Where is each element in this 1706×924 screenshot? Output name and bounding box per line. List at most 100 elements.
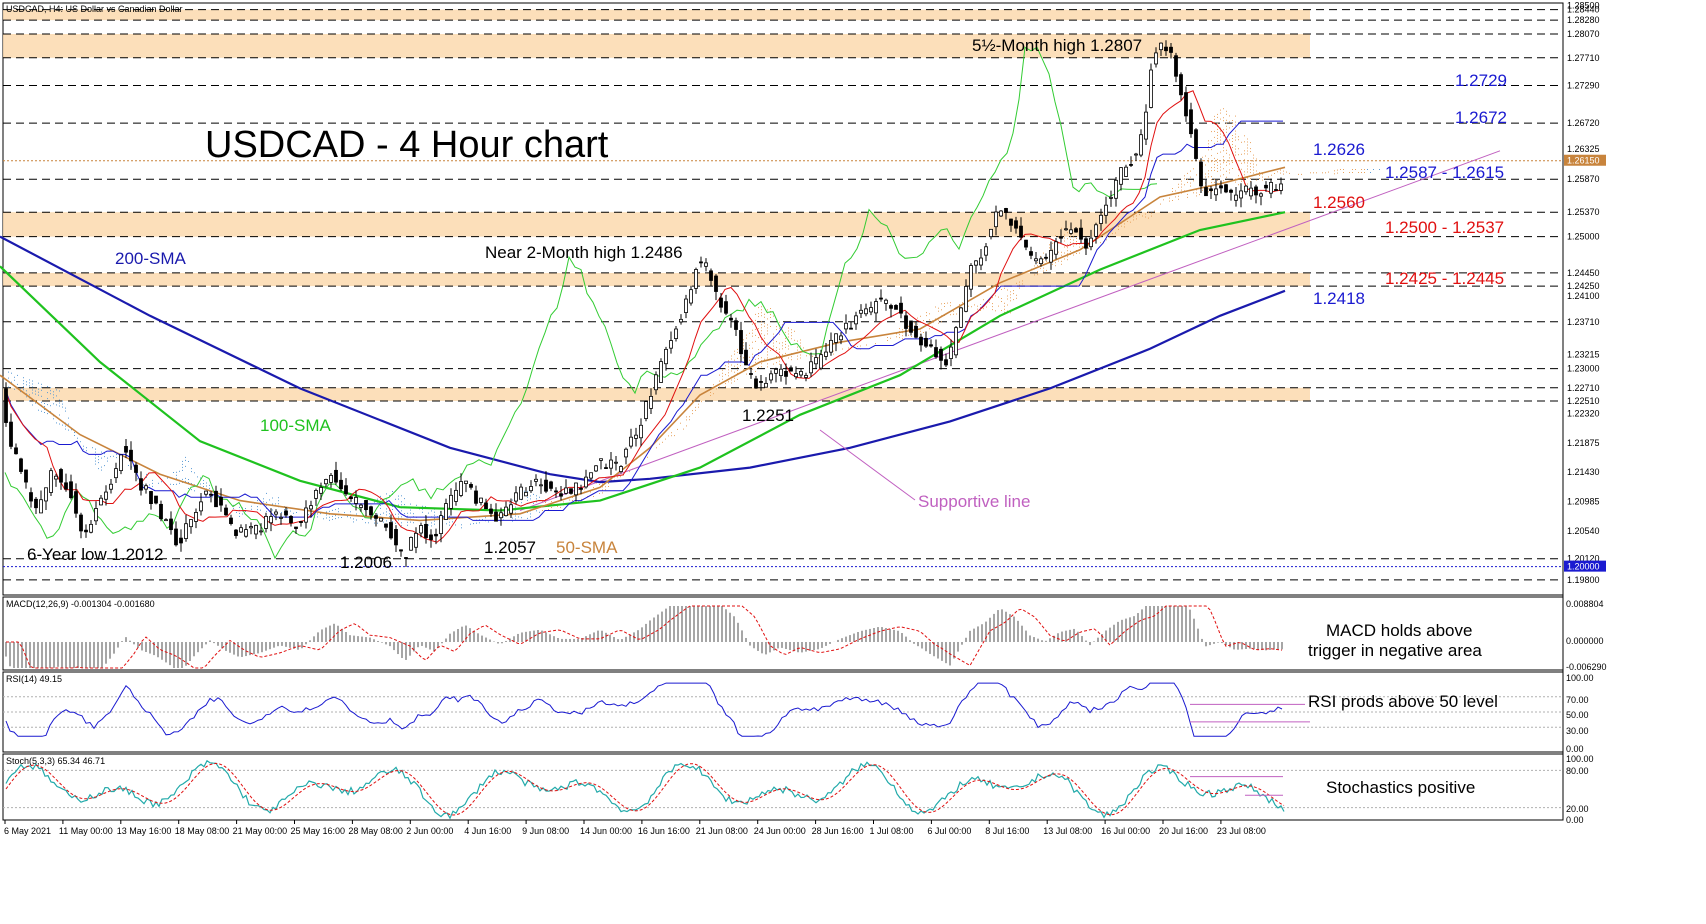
cloud-dot <box>794 330 795 332</box>
candle-body <box>774 369 778 374</box>
cloud-dot <box>911 336 912 337</box>
cloud-dot <box>1214 136 1215 138</box>
cloud-dot <box>791 329 792 331</box>
cloud-dot <box>71 429 72 431</box>
macd-annotation-line1: MACD holds above <box>1326 621 1472 640</box>
cloud-dot <box>1283 173 1284 175</box>
cloud-dot <box>1241 162 1242 164</box>
candle-body <box>639 424 643 439</box>
candle-body <box>269 516 273 524</box>
cloud-dot <box>1004 302 1005 304</box>
cloud-dot <box>380 507 381 509</box>
cloud-dot <box>1118 228 1119 230</box>
cloud-dot <box>1364 172 1365 173</box>
candle-body <box>339 479 343 490</box>
candle-body <box>509 504 513 514</box>
cloud-dot <box>95 460 96 462</box>
cloud-dot <box>1217 113 1218 115</box>
label-100-sma: 100-SMA <box>260 416 332 435</box>
candle-body <box>1249 187 1253 197</box>
cloud-dot <box>1235 181 1236 183</box>
cloud-dot <box>1262 173 1263 175</box>
cloud-dot <box>728 360 729 362</box>
candle-body <box>919 336 923 346</box>
cloud-dot <box>1130 221 1131 223</box>
cloud-dot <box>908 334 909 336</box>
cloud-dot <box>521 517 522 519</box>
price-axis-label-7: 1.26325 <box>1567 144 1600 154</box>
stoch-signal-line <box>5 762 1285 816</box>
rsi-axis-70: 70.00 <box>1566 695 1589 705</box>
price-axis-label-15: 1.23710 <box>1567 317 1600 327</box>
cloud-dot <box>728 381 729 383</box>
cloud-dot <box>1013 299 1014 301</box>
zone-1 <box>3 34 1310 58</box>
cloud-dot <box>338 511 339 513</box>
cloud-dot <box>233 504 234 506</box>
candle-body <box>1109 196 1113 199</box>
cloud-dot <box>194 472 195 474</box>
cloud-dot <box>173 484 174 485</box>
cloud-dot <box>206 482 207 484</box>
candle-body <box>1169 46 1173 53</box>
cloud-dot <box>1079 252 1080 254</box>
macd-axis-zero: 0.000000 <box>1566 636 1604 646</box>
cloud-dot <box>377 513 378 515</box>
cloud-dot <box>533 502 534 504</box>
cloud-dot <box>812 355 813 357</box>
cloud-dot <box>938 319 939 321</box>
cloud-dot <box>764 343 765 345</box>
cloud-dot <box>923 332 924 333</box>
cloud-dot <box>56 389 57 391</box>
cloud-dot <box>1205 155 1206 157</box>
cloud-dot <box>386 514 387 516</box>
cloud-dot <box>809 354 810 356</box>
cloud-dot <box>662 441 663 443</box>
price-axis-label-5: 1.27290 <box>1567 80 1600 90</box>
cloud-dot <box>773 315 774 317</box>
cloud-dot <box>902 338 903 340</box>
price-axis-label-25: 1.20120 <box>1567 554 1600 564</box>
cloud-dot <box>1223 141 1224 143</box>
cloud-dot <box>791 359 792 361</box>
cloud-dot <box>320 513 321 515</box>
cloud-dot <box>1181 192 1182 194</box>
candle-body <box>1189 109 1193 135</box>
cloud-dot <box>1061 227 1062 229</box>
candle-body <box>119 454 123 471</box>
candle-body <box>354 497 358 504</box>
candle-body <box>519 486 523 500</box>
cloud-dot <box>800 354 801 356</box>
cloud-dot <box>743 339 744 341</box>
price-axis-label-27: 1.19800 <box>1567 575 1600 585</box>
candle-body <box>609 459 613 469</box>
cloud-dot <box>1016 297 1017 299</box>
cloud-dot <box>755 370 756 372</box>
cloud-dot <box>1253 166 1254 168</box>
cloud-dot <box>278 500 279 502</box>
cloud-dot <box>1055 235 1056 237</box>
cloud-dot <box>605 486 606 488</box>
cloud-dot <box>200 477 201 479</box>
time-axis-label-9: 9 Jun 08:00 <box>522 826 569 836</box>
cloud-dot <box>8 377 9 379</box>
candle-body <box>1124 166 1128 177</box>
cloud-dot <box>386 511 387 513</box>
cloud-dot <box>551 501 552 502</box>
candle-body <box>924 337 928 347</box>
cloud-dot <box>1193 180 1194 182</box>
cloud-dot <box>1220 136 1221 138</box>
candle-body <box>364 500 368 511</box>
cloud-dot <box>47 398 48 400</box>
cloud-dot <box>755 361 756 363</box>
stoch-axis-80: 80.00 <box>1566 766 1589 776</box>
cloud-dot <box>719 380 720 382</box>
cloud-dot <box>455 524 456 526</box>
cloud-dot <box>1229 160 1230 162</box>
candle-body <box>1204 187 1208 197</box>
cloud-dot <box>428 512 429 514</box>
cloud-dot <box>26 384 27 386</box>
cloud-dot <box>14 379 15 381</box>
cloud-dot <box>335 509 336 511</box>
label-supportive-line: Supportive line <box>918 492 1030 511</box>
